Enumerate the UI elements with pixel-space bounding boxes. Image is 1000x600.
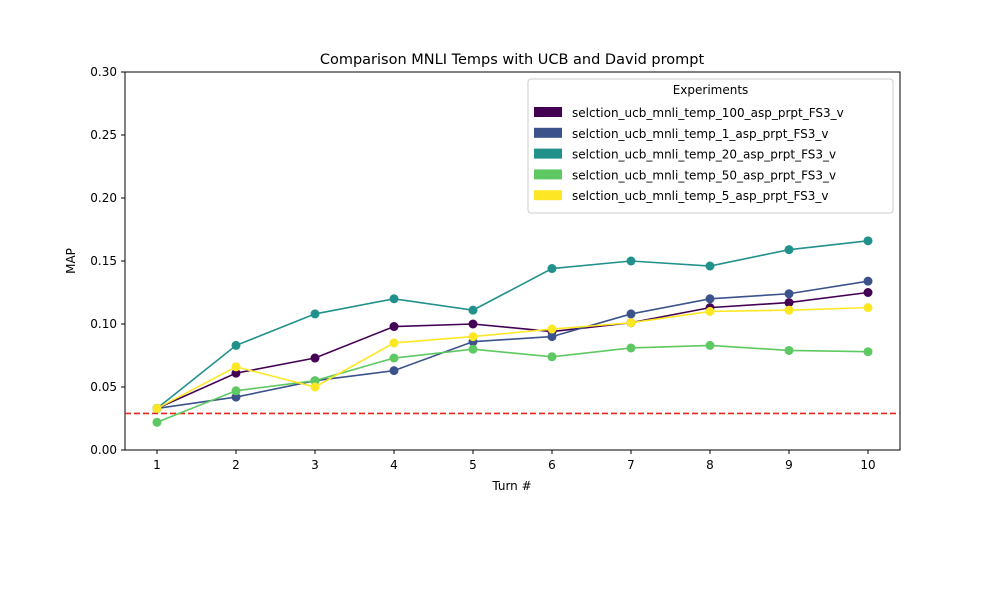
x-tick-label: 5 (469, 458, 477, 472)
data-point (784, 245, 794, 255)
data-point (547, 264, 557, 274)
y-tick-label: 0.20 (90, 191, 117, 205)
series-line (156, 291, 869, 410)
legend-label: selction_ucb_mnli_temp_50_asp_prpt_FS3_v (572, 168, 836, 182)
data-point (389, 294, 399, 304)
data-point (784, 305, 794, 315)
legend-title: Experiments (673, 83, 749, 97)
chart-title: Comparison MNLI Temps with UCB and David… (320, 52, 705, 68)
data-point (626, 318, 636, 328)
x-tick-label: 7 (627, 458, 635, 472)
legend-swatch (534, 190, 562, 201)
x-tick-label: 10 (860, 458, 875, 472)
data-point (389, 353, 399, 363)
x-tick-label: 8 (706, 458, 714, 472)
data-point (310, 376, 320, 386)
data-point (547, 332, 557, 342)
data-point (468, 305, 478, 315)
data-point (705, 261, 715, 271)
series-line (156, 344, 869, 424)
legend-box (527, 78, 894, 214)
data-point (231, 386, 241, 396)
y-axis-label: MAP (64, 248, 78, 274)
x-tick-label: 9 (785, 458, 793, 472)
data-point (626, 343, 636, 353)
y-tick-label: 0.00 (90, 443, 117, 457)
data-point (310, 353, 320, 363)
legend-swatch (534, 127, 562, 138)
legend-label: selction_ucb_mnli_temp_20_asp_prpt_FS3_v (572, 148, 836, 162)
y-tick-label: 0.30 (90, 65, 117, 79)
series-line (156, 240, 869, 410)
x-axis-label: Turn # (491, 479, 531, 493)
data-point (231, 362, 241, 372)
data-point (468, 344, 478, 354)
x-tick-label: 2 (232, 458, 240, 472)
x-tick-label: 1 (153, 458, 161, 472)
data-point (547, 324, 557, 334)
legend-swatch (534, 107, 562, 117)
legend-swatch (534, 169, 562, 180)
data-point (231, 392, 241, 402)
legend-swatch (534, 148, 562, 159)
data-point (863, 303, 873, 313)
data-point (152, 403, 162, 413)
legend-label: selction_ucb_mnli_temp_100_asp_prpt_FS3_… (572, 106, 844, 120)
plot-area: 1 2 3 4 5 6 7 8 9 10 0.00 0.05 0.10 0.15 0.20 0.25 0.30 (90, 65, 901, 472)
legend-label: selction_ucb_mnli_temp_5_asp_prpt_FS3_v (572, 189, 829, 203)
data-point (626, 309, 636, 319)
y-tick-label: 0.10 (90, 317, 117, 331)
x-tick-label: 4 (390, 458, 398, 472)
data-point (784, 289, 794, 299)
series-line (156, 280, 869, 410)
legend: Experiments selction_ucb_mnli_temp_100_as… (527, 78, 894, 214)
y-tick-label: 0.05 (90, 380, 117, 394)
data-point (152, 417, 162, 427)
x-tick-label: 3 (311, 458, 319, 472)
legend-label: selction_ucb_mnli_temp_1_asp_prpt_FS3_v (572, 127, 829, 141)
data-point (231, 368, 241, 378)
series-line (156, 306, 869, 410)
y-tick-label: 0.25 (90, 128, 117, 142)
data-point (863, 288, 873, 297)
y-tick-label: 0.15 (90, 254, 117, 268)
data-point (389, 338, 399, 348)
data-point (389, 366, 399, 376)
data-point (231, 340, 241, 350)
data-point (784, 345, 794, 355)
data-point (863, 276, 873, 286)
data-point (310, 309, 320, 319)
data-point (863, 236, 873, 246)
data-point (705, 340, 715, 350)
data-point (784, 298, 794, 308)
data-point (705, 306, 715, 316)
data-point (468, 319, 478, 329)
data-point (310, 382, 320, 392)
data-point (468, 332, 478, 342)
x-tick-label: 6 (548, 458, 556, 472)
data-point (863, 347, 873, 357)
data-point (626, 256, 636, 266)
data-point (547, 352, 557, 362)
data-point (705, 294, 715, 304)
data-point (389, 322, 399, 332)
